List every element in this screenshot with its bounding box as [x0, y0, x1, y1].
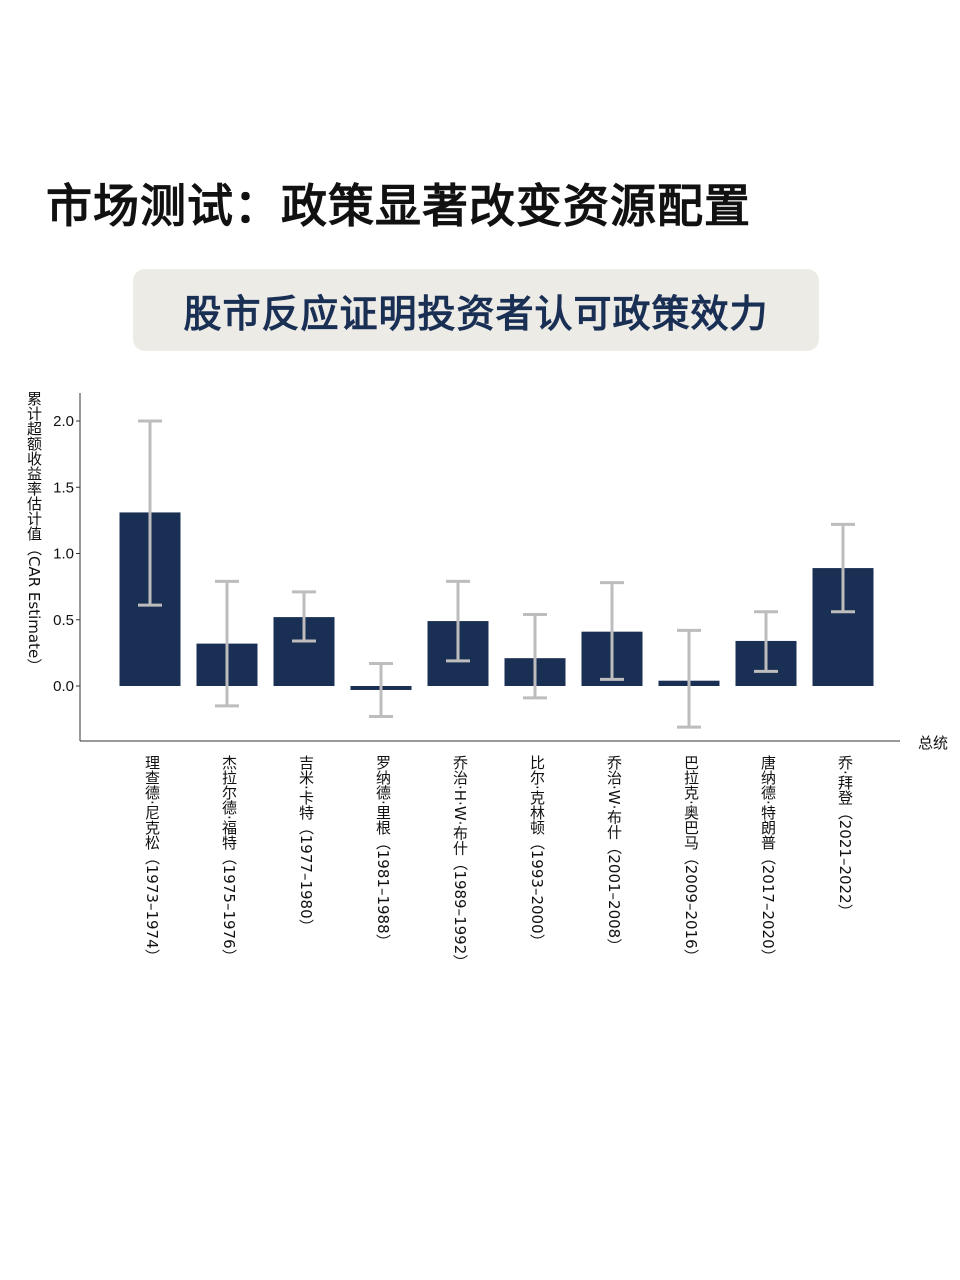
- subtitle-text: 股市反应证明投资者认可政策效力: [183, 291, 769, 336]
- y-tick-label: 0.0: [53, 678, 74, 695]
- y-tick-label: 1.5: [53, 479, 74, 496]
- y-tick-label: 0.5: [53, 612, 74, 629]
- page-title: 市场测试：政策显著改变资源配置: [46, 179, 751, 233]
- x-tick-label: 比尔·克林顿（1993–2000）: [528, 755, 546, 949]
- chart-error-bars: [138, 419, 855, 729]
- x-axis-label: 总统: [918, 734, 949, 752]
- x-tick-label: 乔·拜登（2021–2022）: [836, 755, 854, 919]
- x-tick-label: 理查德·尼克松（1973–1974）: [143, 755, 161, 964]
- chart-bars: [119, 512, 874, 690]
- x-tick-label: 杰拉尔德·福特（1975–1976）: [220, 755, 238, 964]
- chart-y-ticks: 2.0 1.5 1.0 0.5 0.0: [53, 413, 80, 695]
- x-tick-label: 乔治·W·布什（2001–2008）: [605, 755, 623, 954]
- y-axis-label: 累计超额收益率估计值（CAR Estimate）: [25, 391, 43, 674]
- y-tick-label: 2.0: [53, 413, 74, 430]
- y-tick-label: 1.0: [53, 546, 74, 563]
- chart-axes: [79, 393, 900, 742]
- x-tick-label: 乔治·H·W·布什（1989–1992）: [451, 755, 469, 970]
- x-tick-label: 巴拉克·奥巴马（2009–2016）: [682, 755, 700, 964]
- x-tick-label: 罗纳德·里根（1981–1988）: [374, 755, 392, 949]
- subtitle-banner: 股市反应证明投资者认可政策效力: [133, 269, 819, 351]
- x-tick-label: 吉米·卡特（1977–1980）: [297, 755, 315, 934]
- x-tick-label: 唐纳德·特朗普（2017–2020）: [759, 755, 777, 964]
